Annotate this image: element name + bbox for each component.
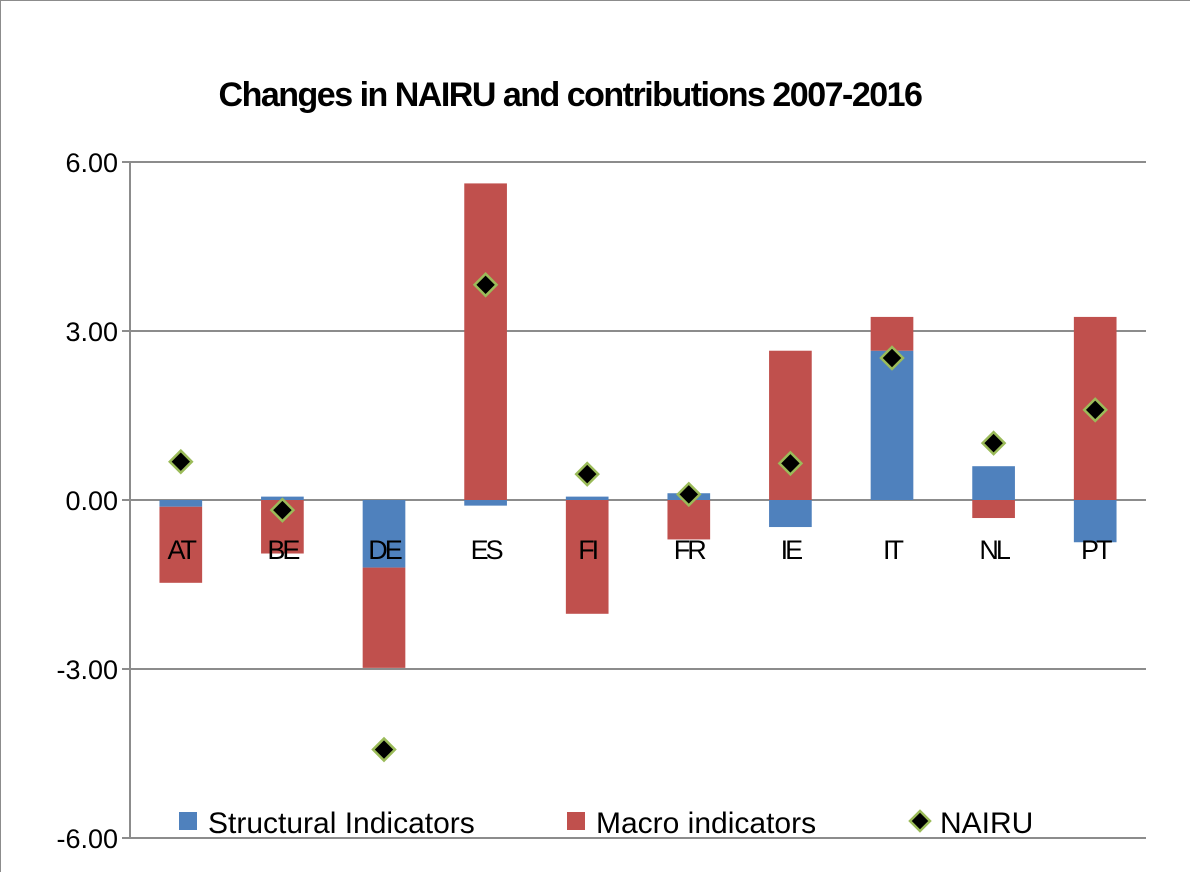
- bar-structural-indicators-nl: [972, 466, 1015, 500]
- category-label: IT: [883, 535, 904, 565]
- y-tick-label: -6.00: [56, 824, 118, 854]
- nairu-marker-es: [472, 272, 499, 298]
- category-label: PT: [1081, 535, 1112, 565]
- y-tick-label: 6.00: [65, 148, 118, 178]
- bar-macro-indicators-at: [159, 506, 203, 583]
- bar-macro-indicators-nl: [972, 500, 1015, 519]
- nairu-marker-at: [168, 448, 194, 475]
- chart-title: Changes in NAIRU and contributions 2007-…: [219, 76, 923, 114]
- bar-structural-indicators-it: [870, 350, 914, 500]
- legend-label: Structural Indicators: [208, 807, 475, 840]
- category-labels: AT BE DE ES FI FR IE IT NL PT: [168, 535, 1115, 565]
- category-label: NL: [979, 535, 1010, 565]
- nairu-marker-fi: [574, 461, 600, 487]
- legend-label: NAIRU: [940, 807, 1033, 840]
- legend: Structural Indicators Macro indicators NAI…: [179, 807, 1033, 840]
- nairu-marker-it: [879, 345, 905, 371]
- bar-macro-indicators-ie: [769, 350, 812, 500]
- nairu-marker-nl: [980, 430, 1007, 456]
- category-label: ES: [471, 535, 503, 565]
- bar-structural-indicators-pt: [1073, 500, 1117, 543]
- category-label: FR: [674, 535, 706, 565]
- nairu-marker-pt: [1082, 397, 1108, 423]
- bar-structural-indicators-ie: [769, 500, 812, 528]
- category-label: IE: [781, 535, 803, 565]
- nairu-marker-be: [269, 497, 296, 523]
- bar-macro-indicators-de: [362, 567, 406, 668]
- category-label: AT: [168, 535, 197, 565]
- bar-structural-indicators-fi: [565, 496, 609, 500]
- nairu-marker-ie: [777, 450, 804, 477]
- bar-macro-indicators-fi: [565, 500, 609, 614]
- category-label: DE: [368, 535, 401, 565]
- bar-structural-indicators-at: [159, 500, 203, 507]
- nairu-marker-de: [371, 736, 397, 763]
- category-label: FI: [578, 535, 597, 565]
- legend-swatch-macro-indicators: [567, 812, 585, 830]
- nairu-markers: [168, 272, 1108, 763]
- bar-macro-indicators-es: [464, 183, 507, 500]
- y-tick-label: 3.00: [65, 317, 118, 347]
- legend-swatch-nairu: [908, 809, 932, 833]
- bar-structural-indicators-de: [362, 500, 406, 568]
- y-tick-label: -3.00: [56, 655, 118, 685]
- y-tick-label: 0.00: [65, 486, 118, 516]
- gridlines: [122, 161, 1146, 839]
- legend-swatch-structural-indicators: [179, 812, 197, 830]
- category-label: BE: [267, 535, 299, 565]
- legend-label: Macro indicators: [596, 807, 816, 840]
- y-axis-ticks: 6.00 3.00 0.00 -3.00 -6.00: [56, 148, 118, 854]
- nairu-marker-fr: [676, 481, 702, 508]
- bar-structural-indicators-es: [464, 500, 507, 506]
- bar-macro-indicators-it: [870, 316, 914, 351]
- bars: [159, 183, 1117, 668]
